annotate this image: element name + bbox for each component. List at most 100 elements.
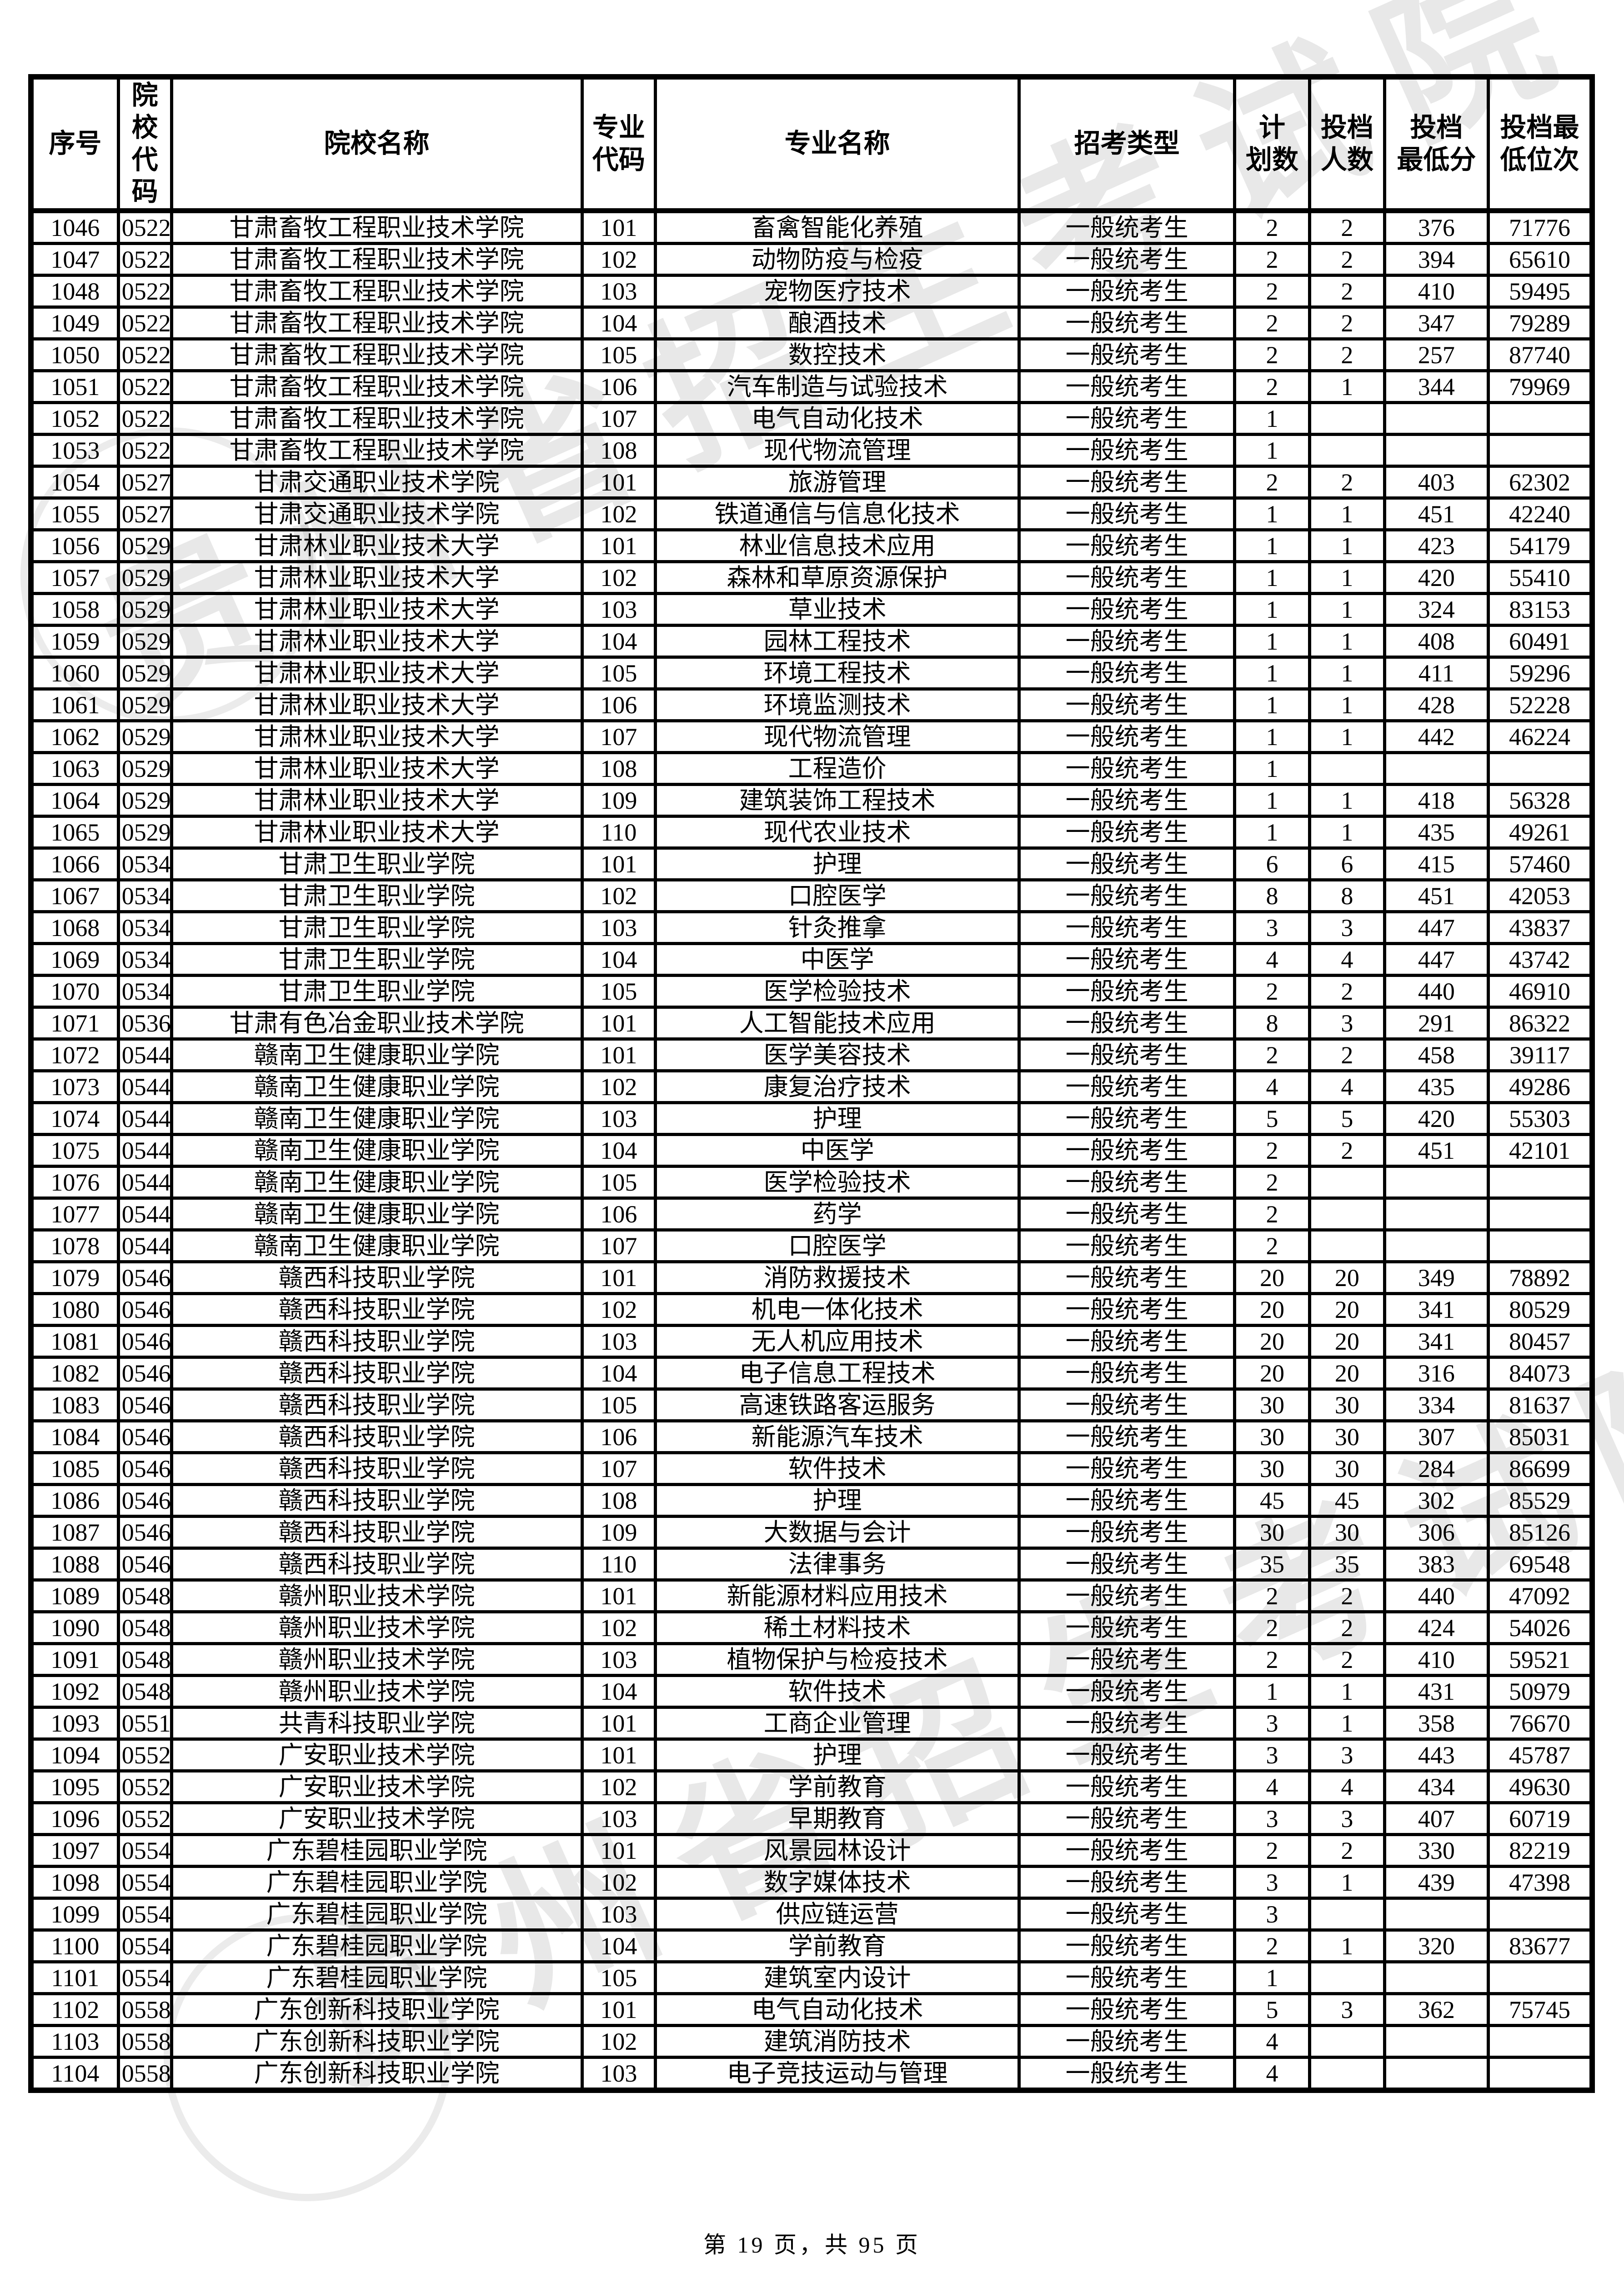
cell-college_code: 0522 xyxy=(116,274,173,309)
column-header-seq: 序号 xyxy=(29,75,120,213)
cell-exam_type: 一般统考生 xyxy=(1018,1992,1237,2027)
cell-college_code: 0534 xyxy=(116,974,173,1009)
cell-college_code: 0522 xyxy=(116,433,173,468)
table-row: 1086 0546 赣西科技职业学院 108 护理 一般统考生 45 45 302 85529 xyxy=(29,1483,1594,1518)
cell-college_name: 赣西科技职业学院 xyxy=(170,1387,584,1422)
cell-college_name: 赣州职业技术学院 xyxy=(170,1642,584,1677)
cell-exam_type: 一般统考生 xyxy=(1018,656,1237,691)
cell-min_rank: 79289 xyxy=(1487,305,1594,340)
cell-min_rank: 83153 xyxy=(1487,592,1594,627)
cell-exam_type: 一般统考生 xyxy=(1018,1483,1237,1518)
cell-major_name: 无人机应用技术 xyxy=(654,1324,1021,1359)
cell-exam_type: 一般统考生 xyxy=(1018,1006,1237,1041)
table-row: 1091 0548 赣州职业技术学院 103 植物保护与检疫技术 一般统考生 2 2 410 59… xyxy=(29,1642,1594,1677)
cell-min_rank: 49261 xyxy=(1487,815,1594,850)
cell-min_score: 334 xyxy=(1383,1387,1490,1422)
table-row: 1074 0544 赣南卫生健康职业学院 103 护理 一般统考生 5 5 420 55303 xyxy=(29,1101,1594,1136)
cell-plan_count: 1 xyxy=(1233,401,1311,436)
table-row: 1100 0554 广东碧桂园职业学院 104 学前教育 一般统考生 2 1 320 83677 xyxy=(29,1928,1594,1963)
table-row: 1080 0546 赣西科技职业学院 102 机电一体化技术 一般统考生 20 20 341 80… xyxy=(29,1292,1594,1327)
cell-exam_type: 一般统考生 xyxy=(1018,1674,1237,1709)
cell-major_code: 110 xyxy=(580,815,657,850)
cell-exam_type: 一般统考生 xyxy=(1018,1737,1237,1772)
cell-min_score: 362 xyxy=(1383,1992,1490,2027)
cell-major_code: 102 xyxy=(580,1865,657,1900)
cell-college_code: 0546 xyxy=(116,1483,173,1518)
cell-exam_type: 一般统考生 xyxy=(1018,274,1237,309)
cell-major_code: 109 xyxy=(580,1515,657,1550)
cell-plan_count: 1 xyxy=(1233,783,1311,818)
cell-seq: 1080 xyxy=(29,1292,120,1327)
cell-exam_type: 一般统考生 xyxy=(1018,1292,1237,1327)
cell-filed_count: 1 xyxy=(1308,624,1386,659)
cell-filed_count: 1 xyxy=(1308,719,1386,754)
cell-college_code: 0529 xyxy=(116,560,173,595)
cell-seq: 1103 xyxy=(29,2024,120,2059)
cell-college_name: 赣西科技职业学院 xyxy=(170,1515,584,1550)
cell-seq: 1101 xyxy=(29,1960,120,1995)
cell-min_score: 320 xyxy=(1383,1928,1490,1963)
cell-filed_count: 8 xyxy=(1308,878,1386,913)
cell-seq: 1048 xyxy=(29,274,120,309)
cell-major_code: 104 xyxy=(580,1356,657,1391)
cell-college_code: 0558 xyxy=(116,2056,173,2092)
cell-major_code: 108 xyxy=(580,1483,657,1518)
table-row: 1046 0522 甘肃畜牧工程职业技术学院 101 畜禽智能化养殖 一般统考生 2 2 376… xyxy=(29,209,1594,245)
cell-seq: 1099 xyxy=(29,1897,120,1932)
cell-plan_count: 2 xyxy=(1233,1228,1311,1263)
cell-exam_type: 一般统考生 xyxy=(1018,1610,1237,1645)
cell-min_score: 439 xyxy=(1383,1865,1490,1900)
cell-min_rank xyxy=(1487,401,1594,436)
cell-seq: 1064 xyxy=(29,783,120,818)
cell-plan_count: 3 xyxy=(1233,910,1311,945)
cell-min_rank xyxy=(1487,1897,1594,1932)
cell-seq: 1056 xyxy=(29,528,120,563)
cell-plan_count: 8 xyxy=(1233,878,1311,913)
cell-major_name: 人工智能技术应用 xyxy=(654,1006,1021,1041)
cell-college_name: 甘肃畜牧工程职业技术学院 xyxy=(170,433,584,468)
cell-min_score: 420 xyxy=(1383,1101,1490,1136)
cell-plan_count: 1 xyxy=(1233,1960,1311,1995)
cell-major_name: 学前教育 xyxy=(654,1769,1021,1804)
table-row: 1088 0546 赣西科技职业学院 110 法律事务 一般统考生 35 35 383 69548 xyxy=(29,1547,1594,1582)
cell-min_rank: 60719 xyxy=(1487,1801,1594,1836)
cell-filed_count: 30 xyxy=(1308,1387,1386,1422)
cell-plan_count: 2 xyxy=(1233,1037,1311,1072)
cell-exam_type: 一般统考生 xyxy=(1018,1642,1237,1677)
cell-major_code: 110 xyxy=(580,1547,657,1582)
cell-major_name: 新能源材料应用技术 xyxy=(654,1578,1021,1613)
cell-exam_type: 一般统考生 xyxy=(1018,528,1237,563)
cell-college_code: 0554 xyxy=(116,1833,173,1868)
cell-min_rank: 47398 xyxy=(1487,1865,1594,1900)
cell-min_score: 394 xyxy=(1383,242,1490,277)
cell-min_score: 358 xyxy=(1383,1706,1490,1741)
cell-college_name: 赣西科技职业学院 xyxy=(170,1483,584,1518)
cell-seq: 1053 xyxy=(29,433,120,468)
cell-college_code: 0546 xyxy=(116,1387,173,1422)
cell-min_score: 403 xyxy=(1383,465,1490,500)
cell-seq: 1057 xyxy=(29,560,120,595)
cell-plan_count: 3 xyxy=(1233,1801,1311,1836)
cell-exam_type: 一般统考生 xyxy=(1018,560,1237,595)
cell-seq: 1092 xyxy=(29,1674,120,1709)
cell-major_code: 105 xyxy=(580,337,657,372)
cell-college_code: 0522 xyxy=(116,209,173,245)
cell-major_name: 建筑室内设计 xyxy=(654,1960,1021,1995)
cell-seq: 1059 xyxy=(29,624,120,659)
cell-exam_type: 一般统考生 xyxy=(1018,974,1237,1009)
cell-college_code: 0552 xyxy=(116,1801,173,1836)
cell-major_code: 102 xyxy=(580,1292,657,1327)
cell-seq: 1100 xyxy=(29,1928,120,1963)
cell-major_name: 铁道通信与信息化技术 xyxy=(654,496,1021,531)
cell-major_code: 104 xyxy=(580,305,657,340)
cell-min_rank: 45787 xyxy=(1487,1737,1594,1772)
table-row: 1095 0552 广安职业技术学院 102 学前教育 一般统考生 4 4 434 49630 xyxy=(29,1769,1594,1804)
cell-exam_type: 一般统考生 xyxy=(1018,1387,1237,1422)
cell-college_name: 甘肃卫生职业学院 xyxy=(170,878,584,913)
cell-min_rank: 46910 xyxy=(1487,974,1594,1009)
cell-filed_count: 1 xyxy=(1308,592,1386,627)
cell-seq: 1054 xyxy=(29,465,120,500)
cell-seq: 1063 xyxy=(29,751,120,786)
cell-college_code: 0536 xyxy=(116,1006,173,1041)
table-row: 1092 0548 赣州职业技术学院 104 软件技术 一般统考生 1 1 431 50979 xyxy=(29,1674,1594,1709)
